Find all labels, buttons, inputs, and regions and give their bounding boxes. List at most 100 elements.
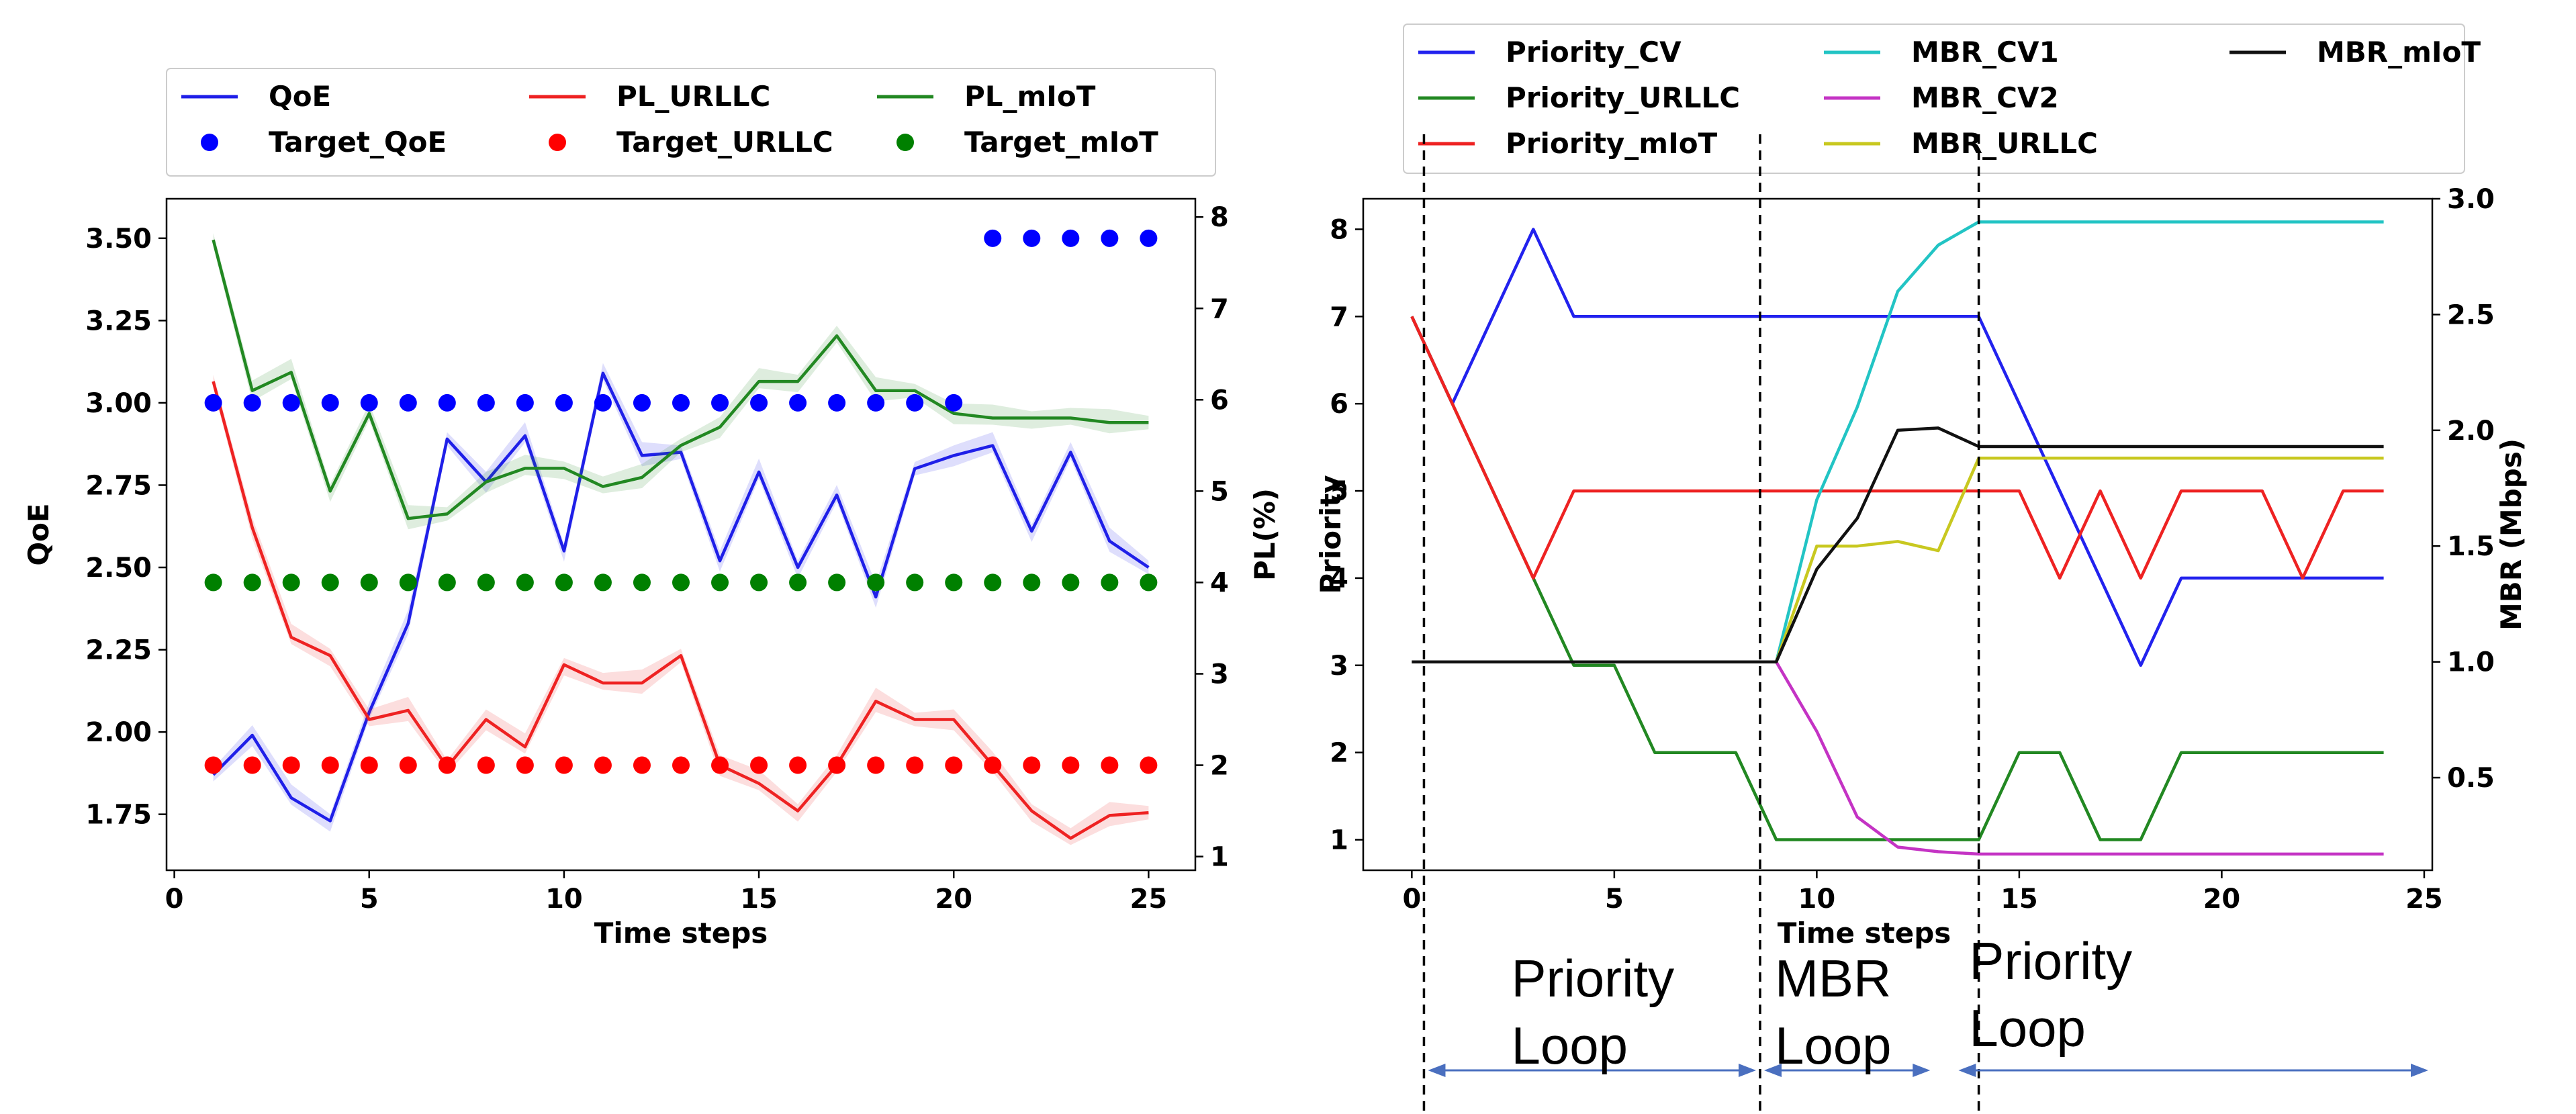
data-point (516, 393, 534, 412)
legend-item-mbr-urllc: MBR_URLLC (1824, 127, 2098, 160)
data-point (555, 573, 573, 592)
data-point (1101, 573, 1119, 592)
data-point (789, 756, 807, 774)
phase-label-line: Priority (1511, 949, 1674, 1008)
series-mbr-miot (1412, 426, 2384, 663)
data-point (594, 573, 612, 592)
y2-tick-label: 0.5 (2447, 763, 2495, 794)
y-tick-label: 1 (1330, 825, 1348, 856)
data-point (399, 756, 417, 774)
series-mbr-cv1 (1412, 220, 2384, 663)
data-point (204, 756, 222, 774)
data-point (984, 229, 1002, 247)
legend-label: Target_URLLC (616, 126, 833, 158)
legend-item-qoe: QoE (181, 80, 331, 113)
series-priority-urllc (1410, 316, 2384, 841)
series-line (1410, 316, 2384, 580)
data-point (867, 756, 885, 774)
series-target-miot (204, 573, 1158, 592)
data-point (789, 573, 807, 592)
data-point (243, 756, 261, 774)
phase-label: MBR Loop (1775, 949, 1892, 1075)
series-group (1410, 220, 2384, 856)
series-line (1410, 228, 2384, 667)
legend-label: PL_mIoT (964, 80, 1096, 113)
y-axis-right: 1 2 3 4 5 6 7 8 PL(%) (1195, 202, 1281, 873)
priority-mbr-chart: 0 5 10 15 20 25 Time steps 1 2 3 4 5 6 7 8 Priority 0.5 1… (1314, 24, 2528, 1114)
data-point (984, 756, 1002, 774)
legend-label: Priority_CV (1506, 36, 1682, 68)
data-point (906, 393, 924, 412)
y-axis-left: 1.75 2.00 2.25 2.50 2.75 3.00 3.25 3.50 QoE (22, 224, 167, 831)
data-point (1140, 756, 1158, 774)
data-point (282, 393, 300, 412)
legend-item-mbr-miot: MBR_mIoT (2229, 36, 2481, 68)
data-point (321, 573, 339, 592)
data-point (711, 573, 729, 592)
data-point (672, 573, 690, 592)
data-point (1140, 573, 1158, 592)
y-axis-label: Priority (1314, 475, 1347, 594)
series-line (1412, 426, 2384, 663)
x-tick-label: 0 (1402, 884, 1421, 915)
data-point (1023, 229, 1041, 247)
data-point (1062, 573, 1080, 592)
phase-arrow-head-right (2411, 1064, 2428, 1077)
y2-tick-label: 4 (1210, 567, 1229, 598)
data-point (633, 393, 651, 412)
y-tick-label: 3 (1330, 651, 1348, 682)
data-point (1062, 756, 1080, 774)
phase-label: Priority Loop (1511, 949, 1674, 1075)
y-tick-label: 2.25 (85, 635, 152, 666)
data-point (672, 756, 690, 774)
data-point (828, 756, 846, 774)
phase-label-line: MBR (1775, 949, 1891, 1008)
legend-label: Priority_URLLC (1506, 81, 1740, 114)
series-line (1412, 660, 2384, 856)
phase-label-line: Priority (1969, 931, 2132, 990)
legend-label: Target_QoE (269, 126, 447, 158)
data-point (243, 573, 261, 592)
data-point (789, 393, 807, 412)
data-point (750, 393, 768, 412)
y-axis-right: 0.5 1.0 1.5 2.0 2.5 3.0 MBR (Mbps) (2432, 184, 2528, 794)
data-point (204, 573, 222, 592)
legend-label: MBR_mIoT (2317, 36, 2481, 68)
y2-tick-label: 3.0 (2447, 184, 2495, 215)
phase-mbr-loop: MBR Loop (1763, 949, 1931, 1077)
y-tick-label: 3.00 (85, 388, 152, 419)
legend-item-target-urllc: Target_URLLC (549, 126, 833, 158)
data-point (945, 756, 963, 774)
y2-tick-label: 2.0 (2447, 416, 2495, 447)
phase-label-line: Loop (1969, 999, 2086, 1058)
x-tick-label: 15 (2000, 884, 2038, 915)
phase-priority-loop: Priority Loop (1428, 949, 1756, 1077)
legend-item-priority-urllc: Priority_URLLC (1418, 81, 1740, 114)
series-group (204, 229, 1158, 845)
y2-tick-label: 5 (1210, 476, 1229, 507)
phase-arrow-head-left (1958, 1064, 1976, 1077)
y-tick-label: 2.50 (85, 553, 152, 584)
y2-axis-label: PL(%) (1248, 488, 1281, 581)
series-mbr-cv2 (1412, 660, 2384, 856)
legend-label: MBR_CV2 (1911, 81, 2059, 114)
x-tick-label: 25 (2405, 884, 2443, 915)
x-tick-label: 0 (165, 884, 184, 915)
data-point (711, 393, 729, 412)
data-point (867, 573, 885, 592)
data-point (1101, 756, 1119, 774)
series-pl-miot (212, 233, 1149, 530)
phase-label-line: Loop (1511, 1016, 1628, 1075)
data-point (477, 393, 495, 412)
legend: QoE Target_QoE PL_URLLC Target_URLLC PL_mIoT… (166, 68, 1216, 177)
data-point (1101, 229, 1119, 247)
y-axis-left: 1 2 3 4 5 6 7 8 Priority (1314, 214, 1363, 856)
phase-arrow-head-left (1428, 1064, 1446, 1077)
x-tick-label: 5 (360, 884, 379, 915)
confidence-band (213, 363, 1149, 832)
data-point (1140, 229, 1158, 247)
data-point (711, 756, 729, 774)
x-tick-label: 5 (1605, 884, 1624, 915)
phase-label: Priority Loop (1969, 931, 2132, 1058)
